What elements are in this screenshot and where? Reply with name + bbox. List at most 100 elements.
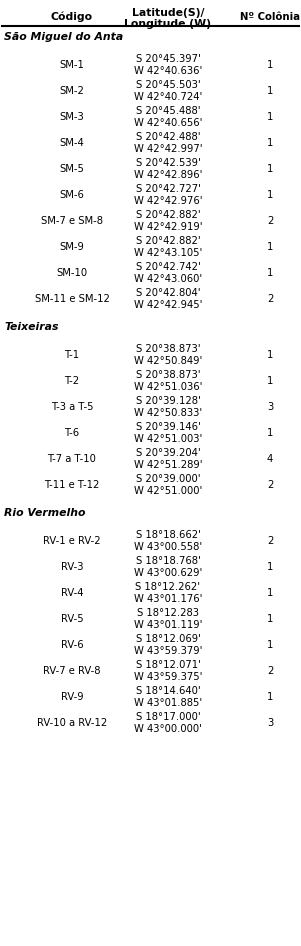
Text: W 42°40.724': W 42°40.724' <box>134 92 202 102</box>
Text: 4: 4 <box>267 454 273 464</box>
Text: 1: 1 <box>267 112 273 122</box>
Text: S 20°38.873': S 20°38.873' <box>136 344 200 354</box>
Text: W 42°42.997': W 42°42.997' <box>134 144 202 154</box>
Text: São Miguel do Anta: São Miguel do Anta <box>4 32 123 42</box>
Text: S 20°42.882': S 20°42.882' <box>136 236 200 246</box>
Text: SM-2: SM-2 <box>60 86 85 96</box>
Text: S 18°14.640': S 18°14.640' <box>136 686 200 696</box>
Text: S 20°38.873': S 20°38.873' <box>136 370 200 380</box>
Text: S 18°18.768': S 18°18.768' <box>135 556 200 566</box>
Text: 2: 2 <box>267 480 273 490</box>
Text: 1: 1 <box>267 588 273 598</box>
Text: T-3 a T-5: T-3 a T-5 <box>51 402 93 412</box>
Text: T-1: T-1 <box>64 350 79 360</box>
Text: 3: 3 <box>267 718 273 728</box>
Text: S 18°12.262': S 18°12.262' <box>135 582 200 592</box>
Text: 1: 1 <box>267 376 273 386</box>
Text: S 20°39.128': S 20°39.128' <box>135 396 200 406</box>
Text: Latitude(S)/: Latitude(S)/ <box>132 8 204 18</box>
Text: RV-3: RV-3 <box>61 562 83 572</box>
Text: SM-5: SM-5 <box>60 164 85 174</box>
Text: 1: 1 <box>267 190 273 200</box>
Text: S 18°12.069': S 18°12.069' <box>135 634 200 644</box>
Text: T-2: T-2 <box>64 376 79 386</box>
Text: RV-10 a RV-12: RV-10 a RV-12 <box>37 718 107 728</box>
Text: W 42°42.945': W 42°42.945' <box>134 300 202 310</box>
Text: W 42°40.656': W 42°40.656' <box>134 118 202 128</box>
Text: W 42°50.849': W 42°50.849' <box>134 356 202 366</box>
Text: Rio Vermelho: Rio Vermelho <box>4 508 85 518</box>
Text: W 42°42.896': W 42°42.896' <box>134 170 202 180</box>
Text: SM-10: SM-10 <box>57 268 88 278</box>
Text: S 18°18.662': S 18°18.662' <box>135 530 200 540</box>
Text: S 20°42.882': S 20°42.882' <box>136 210 200 220</box>
Text: 1: 1 <box>267 562 273 572</box>
Text: S 18°17.000': S 18°17.000' <box>136 712 200 722</box>
Text: 2: 2 <box>267 294 273 304</box>
Text: RV-1 e RV-2: RV-1 e RV-2 <box>43 536 101 546</box>
Text: SM-1: SM-1 <box>60 60 85 70</box>
Text: S 18°12.283: S 18°12.283 <box>137 608 199 618</box>
Text: W 42°40.636': W 42°40.636' <box>134 66 202 76</box>
Text: 1: 1 <box>267 640 273 650</box>
Text: W 42°51.289': W 42°51.289' <box>134 460 202 470</box>
Text: S 20°39.204': S 20°39.204' <box>136 448 200 458</box>
Text: 1: 1 <box>267 242 273 252</box>
Text: W 43°59.375': W 43°59.375' <box>134 672 202 682</box>
Text: SM-9: SM-9 <box>60 242 85 252</box>
Text: S 20°42.742': S 20°42.742' <box>135 262 200 272</box>
Text: T-7 a T-10: T-7 a T-10 <box>48 454 96 464</box>
Text: 3: 3 <box>267 402 273 412</box>
Text: W 43°01.119': W 43°01.119' <box>134 620 202 630</box>
Text: W 43°00.558': W 43°00.558' <box>134 542 202 552</box>
Text: W 42°51.003': W 42°51.003' <box>134 434 202 444</box>
Text: S 20°45.488': S 20°45.488' <box>136 106 200 116</box>
Text: 1: 1 <box>267 86 273 96</box>
Text: W 42°51.000': W 42°51.000' <box>134 486 202 496</box>
Text: S 20°45.397': S 20°45.397' <box>135 54 200 64</box>
Text: 1: 1 <box>267 350 273 360</box>
Text: Longitude (W): Longitude (W) <box>125 19 212 29</box>
Text: 1: 1 <box>267 60 273 70</box>
Text: Código: Código <box>51 12 93 23</box>
Text: RV-5: RV-5 <box>61 614 83 624</box>
Text: SM-3: SM-3 <box>60 112 84 122</box>
Text: 1: 1 <box>267 614 273 624</box>
Text: RV-7 e RV-8: RV-7 e RV-8 <box>43 666 101 676</box>
Text: S 20°39.000': S 20°39.000' <box>136 474 200 484</box>
Text: 1: 1 <box>267 692 273 702</box>
Text: Teixeiras: Teixeiras <box>4 322 58 332</box>
Text: T-11 e T-12: T-11 e T-12 <box>44 480 100 490</box>
Text: RV-4: RV-4 <box>61 588 83 598</box>
Text: S 20°39.146': S 20°39.146' <box>135 422 200 432</box>
Text: 1: 1 <box>267 428 273 438</box>
Text: W 42°42.976': W 42°42.976' <box>134 196 202 206</box>
Text: W 43°01.176': W 43°01.176' <box>134 594 202 604</box>
Text: Nº Colônia: Nº Colônia <box>240 12 300 22</box>
Text: W 42°51.036': W 42°51.036' <box>134 382 202 392</box>
Text: W 42°50.833': W 42°50.833' <box>134 408 202 418</box>
Text: T-6: T-6 <box>64 428 79 438</box>
Text: W 42°42.919': W 42°42.919' <box>134 222 202 232</box>
Text: W 42°43.105': W 42°43.105' <box>134 248 202 258</box>
Text: 1: 1 <box>267 164 273 174</box>
Text: RV-9: RV-9 <box>61 692 83 702</box>
Text: SM-4: SM-4 <box>60 138 84 148</box>
Text: 1: 1 <box>267 138 273 148</box>
Text: W 43°00.629': W 43°00.629' <box>134 568 202 578</box>
Text: W 42°43.060': W 42°43.060' <box>134 274 202 284</box>
Text: SM-6: SM-6 <box>60 190 85 200</box>
Text: RV-6: RV-6 <box>61 640 83 650</box>
Text: 2: 2 <box>267 216 273 226</box>
Text: SM-11 e SM-12: SM-11 e SM-12 <box>35 294 110 304</box>
Text: W 43°00.000': W 43°00.000' <box>134 724 202 734</box>
Text: S 20°42.727': S 20°42.727' <box>135 184 200 194</box>
Text: 2: 2 <box>267 536 273 546</box>
Text: 2: 2 <box>267 666 273 676</box>
Text: W 43°01.885': W 43°01.885' <box>134 698 202 708</box>
Text: S 18°12.071': S 18°12.071' <box>135 660 200 670</box>
Text: S 20°45.503': S 20°45.503' <box>136 80 200 90</box>
Text: S 20°42.804': S 20°42.804' <box>136 288 200 298</box>
Text: SM-7 e SM-8: SM-7 e SM-8 <box>41 216 103 226</box>
Text: W 43°59.379': W 43°59.379' <box>134 646 202 656</box>
